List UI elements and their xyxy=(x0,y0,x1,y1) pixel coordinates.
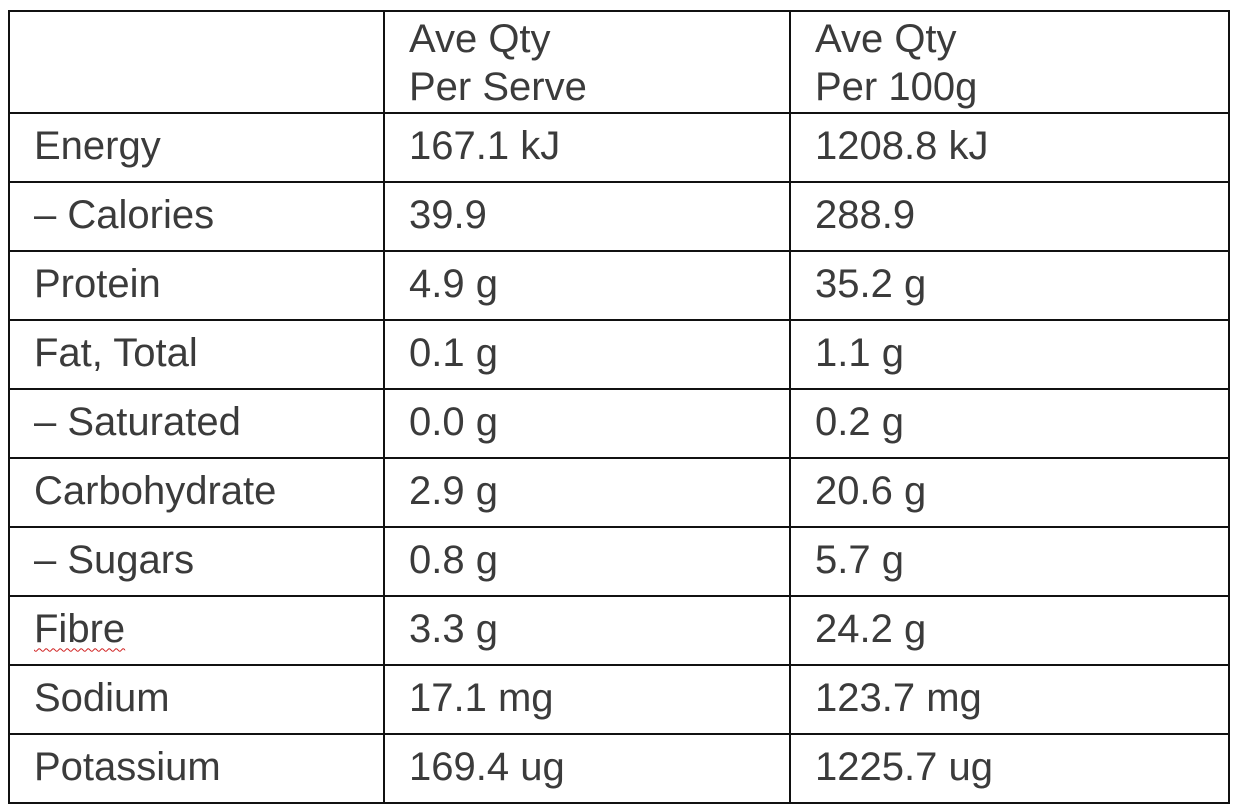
header-text: Per 100g xyxy=(815,65,978,109)
nutrient-value: 1.1 g xyxy=(789,319,1230,390)
nutrient-value: 24.2 g xyxy=(789,595,1230,666)
table-row: – Calories 39.9 288.9 xyxy=(8,181,1230,252)
nutrient-value: 20.6 g xyxy=(789,457,1230,528)
table-body: Energy 167.1 kJ 1208.8 kJ – Calories 39.9 288… xyxy=(8,112,1230,804)
cell-text: – Saturated xyxy=(34,399,241,444)
cell-text: Fat, Total xyxy=(34,330,198,375)
nutrient-value: 123.7 mg xyxy=(789,664,1230,735)
table-row: Energy 167.1 kJ 1208.8 kJ xyxy=(8,112,1230,183)
cell-text: Protein xyxy=(34,261,161,306)
nutrient-value: 0.8 g xyxy=(383,526,791,597)
table-row: – Sugars 0.8 g 5.7 g xyxy=(8,526,1230,597)
header-cell: Ave Qty Per 100g xyxy=(789,10,1230,114)
nutrient-value: 288.9 xyxy=(789,181,1230,252)
cell-text: 5.7 g xyxy=(815,537,904,582)
table-row: Carbohydrate 2.9 g 20.6 g xyxy=(8,457,1230,528)
table-row: Protein 4.9 g 35.2 g xyxy=(8,250,1230,321)
nutrition-table: Ave Qty Per Serve Ave Qty Per 100g Energy 16… xyxy=(8,10,1230,804)
cell-text: 288.9 xyxy=(815,192,916,237)
cell-text: 169.4 ug xyxy=(409,744,565,789)
cell-text: 4.9 g xyxy=(409,261,498,306)
header-text: Ave Qty xyxy=(815,17,957,61)
cell-text: 17.1 mg xyxy=(409,675,554,720)
nutrient-label: Protein xyxy=(8,250,385,321)
cell-text: Fibre xyxy=(34,606,126,651)
nutrient-value: 39.9 xyxy=(383,181,791,252)
nutrient-value: 169.4 ug xyxy=(383,733,791,804)
cell-text: – Sugars xyxy=(34,537,195,582)
table-row: Potassium 169.4 ug 1225.7 ug xyxy=(8,733,1230,804)
cell-text: 0.2 g xyxy=(815,399,904,444)
cell-text: 35.2 g xyxy=(815,261,927,306)
nutrient-value: 167.1 kJ xyxy=(383,112,791,183)
cell-text: 39.9 xyxy=(409,192,487,237)
nutrient-label: Potassium xyxy=(8,733,385,804)
cell-text: 167.1 kJ xyxy=(409,123,561,168)
cell-text: 1225.7 ug xyxy=(815,744,993,789)
nutrient-label: Fibre xyxy=(8,595,385,666)
nutrient-label: – Sugars xyxy=(8,526,385,597)
nutrient-label: – Saturated xyxy=(8,388,385,459)
cell-text: 0.0 g xyxy=(409,399,498,444)
nutrient-value: 0.2 g xyxy=(789,388,1230,459)
nutrient-label: – Calories xyxy=(8,181,385,252)
nutrient-label: Fat, Total xyxy=(8,319,385,390)
cell-text: 0.1 g xyxy=(409,330,498,375)
cell-text: 3.3 g xyxy=(409,606,498,651)
cell-text: Sodium xyxy=(34,675,170,720)
nutrient-value: 35.2 g xyxy=(789,250,1230,321)
header-text: Ave Qty xyxy=(409,17,551,61)
nutrient-value: 17.1 mg xyxy=(383,664,791,735)
cell-text: 20.6 g xyxy=(815,468,927,513)
table-row: Fibre 3.3 g 24.2 g xyxy=(8,595,1230,666)
nutrient-value: 1208.8 kJ xyxy=(789,112,1230,183)
cell-text: 1.1 g xyxy=(815,330,904,375)
cell-text: Energy xyxy=(34,123,161,168)
nutrient-value: 3.3 g xyxy=(383,595,791,666)
nutrient-value: 2.9 g xyxy=(383,457,791,528)
header-cell xyxy=(8,10,385,114)
table-row: – Saturated 0.0 g 0.2 g xyxy=(8,388,1230,459)
cell-text: Potassium xyxy=(34,744,221,789)
table-row: Sodium 17.1 mg 123.7 mg xyxy=(8,664,1230,735)
cell-text: 123.7 mg xyxy=(815,675,982,720)
table-header: Ave Qty Per Serve Ave Qty Per 100g xyxy=(8,10,1230,114)
nutrient-value: 4.9 g xyxy=(383,250,791,321)
header-row: Ave Qty Per Serve Ave Qty Per 100g xyxy=(8,10,1230,114)
nutrient-value: 0.1 g xyxy=(383,319,791,390)
nutrient-label: Sodium xyxy=(8,664,385,735)
cell-text: – Calories xyxy=(34,192,215,237)
cell-text: 1208.8 kJ xyxy=(815,123,989,168)
cell-text: 24.2 g xyxy=(815,606,927,651)
table-row: Fat, Total 0.1 g 1.1 g xyxy=(8,319,1230,390)
nutrient-value: 1225.7 ug xyxy=(789,733,1230,804)
header-text: Per Serve xyxy=(409,65,587,109)
cell-text: 2.9 g xyxy=(409,468,498,513)
nutrient-value: 5.7 g xyxy=(789,526,1230,597)
cell-text: 0.8 g xyxy=(409,537,498,582)
cell-text: Carbohydrate xyxy=(34,468,277,513)
nutrient-label: Carbohydrate xyxy=(8,457,385,528)
nutrient-value: 0.0 g xyxy=(383,388,791,459)
nutrient-label: Energy xyxy=(8,112,385,183)
header-cell: Ave Qty Per Serve xyxy=(383,10,791,114)
